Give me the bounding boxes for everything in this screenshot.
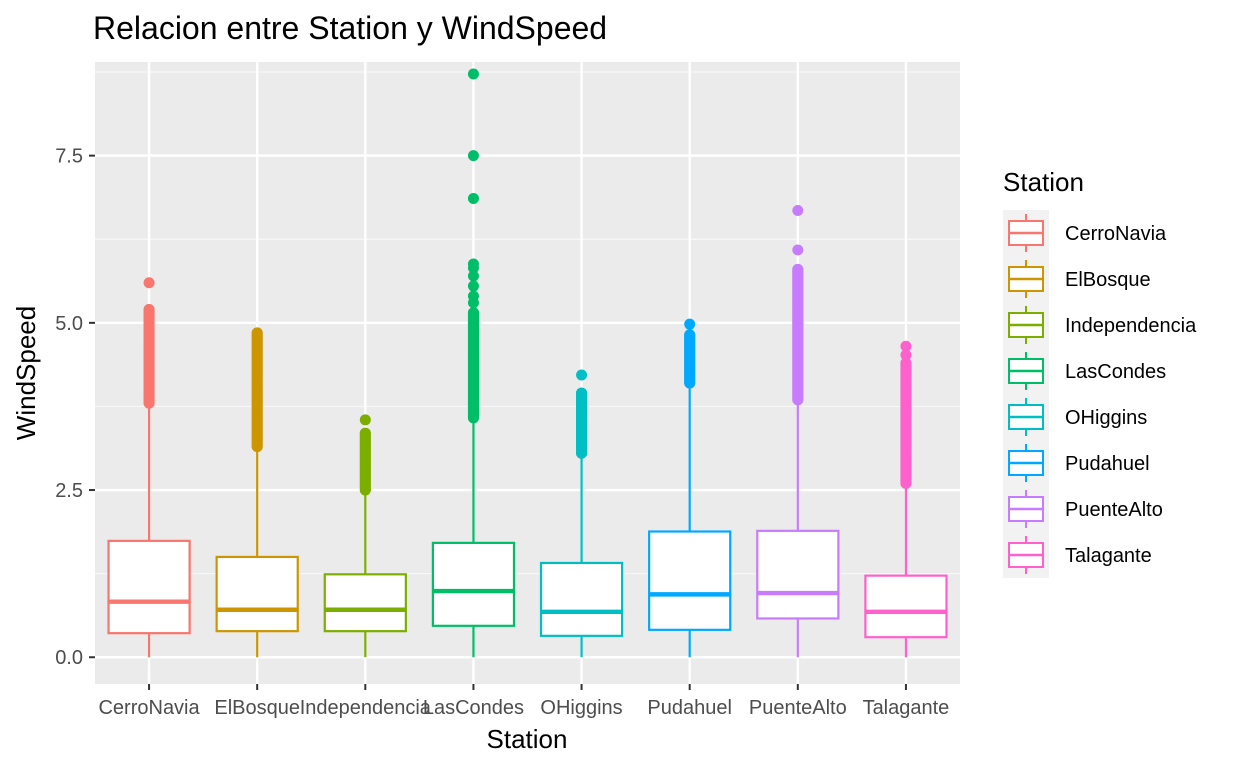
outlier-point <box>684 329 696 341</box>
outlier-point <box>467 192 479 204</box>
box-ElBosque <box>215 327 299 658</box>
box-iqr <box>107 539 191 635</box>
legend-label: OHiggins <box>1065 407 1147 429</box>
x-tick-label: Pudahuel <box>647 697 732 719</box>
legend-label: Pudahuel <box>1065 453 1150 475</box>
box-Talagante <box>864 340 948 658</box>
x-tick-label: CerroNavia <box>98 697 200 719</box>
outlier-point <box>467 150 479 162</box>
legend-item-ElBosque: ElBosque <box>1003 256 1151 302</box>
y-axis: 0.0 2.5 5.0 7.5 <box>55 146 95 669</box>
boxes <box>107 68 948 658</box>
x-tick-label: ElBosque <box>214 697 300 719</box>
outlier-point <box>467 307 479 319</box>
x-tick-label: LasCondes <box>423 697 524 719</box>
legend-item-CerroNavia: CerroNavia <box>1003 210 1167 256</box>
legend-item-Independencia: Independencia <box>1003 302 1197 348</box>
x-tick-label: PuenteAlto <box>749 697 847 719</box>
y-tick-label: 2.5 <box>55 480 83 502</box>
box-Independencia <box>323 414 407 658</box>
outlier-point <box>576 387 588 399</box>
box-iqr <box>756 529 840 620</box>
y-tick-label: 0.0 <box>55 647 83 669</box>
legend-item-Pudahuel: Pudahuel <box>1003 440 1150 486</box>
legend-item-PuenteAlto: PuenteAlto <box>1003 486 1163 532</box>
box-Pudahuel <box>648 318 732 658</box>
box-iqr <box>215 555 299 633</box>
outlier-point <box>143 277 155 289</box>
legend-item-OHiggins: OHiggins <box>1003 394 1147 440</box>
x-tick-label: Independencia <box>300 697 432 719</box>
outlier-point <box>251 327 263 339</box>
outlier-point <box>359 427 371 439</box>
x-tick-label: OHiggins <box>540 697 622 719</box>
outlier-point <box>792 244 804 256</box>
outlier-point <box>467 280 479 292</box>
y-axis-title: WindSpeed <box>11 306 41 440</box>
box-iqr <box>431 541 516 627</box>
outlier-point <box>467 290 479 302</box>
legend-label: PuenteAlto <box>1065 499 1163 521</box>
box-LasCondes <box>431 68 516 658</box>
x-tick-label: Talagante <box>863 697 950 719</box>
outlier-point <box>467 258 479 270</box>
box-iqr <box>864 574 948 639</box>
chart-title: Relacion entre Station y WindSpeed <box>93 10 607 46</box>
box-iqr <box>648 530 732 631</box>
y-tick-label: 5.0 <box>55 313 83 335</box>
box-iqr <box>323 573 407 633</box>
legend-items: CerroNavia ElBosque Independencia LasCondes… <box>1003 210 1197 578</box>
outlier-point <box>900 357 912 369</box>
legend-item-LasCondes: LasCondes <box>1003 348 1166 394</box>
x-axis: CerroNavia ElBosque IndependenciaLasCondes… <box>98 684 949 719</box>
box-CerroNavia <box>107 277 191 658</box>
outlier-point <box>900 349 912 361</box>
legend-label: CerroNavia <box>1065 223 1167 245</box>
outlier-point <box>467 68 479 80</box>
outlier-point <box>900 340 912 352</box>
legend-item-Talagante: Talagante <box>1003 532 1152 578</box>
y-tick-label: 7.5 <box>55 146 83 168</box>
legend-title: Station <box>1003 167 1084 197</box>
box-PuenteAlto <box>756 204 840 658</box>
legend-label: Independencia <box>1065 315 1197 337</box>
outlier-point <box>684 318 696 330</box>
x-axis-title: Station <box>487 724 568 754</box>
outlier-point <box>792 204 804 216</box>
legend-label: Talagante <box>1065 545 1152 567</box>
box-OHiggins <box>539 369 624 658</box>
outlier-point <box>792 263 804 275</box>
legend-label: LasCondes <box>1065 361 1166 383</box>
outlier-point <box>576 369 588 381</box>
legend-label: ElBosque <box>1065 269 1151 291</box>
box-iqr <box>539 561 624 637</box>
outlier-point <box>143 303 155 315</box>
outlier-point <box>467 270 479 282</box>
legend: Station CerroNavia ElBosque Independencia L… <box>1003 167 1197 578</box>
outlier-point <box>359 414 371 426</box>
